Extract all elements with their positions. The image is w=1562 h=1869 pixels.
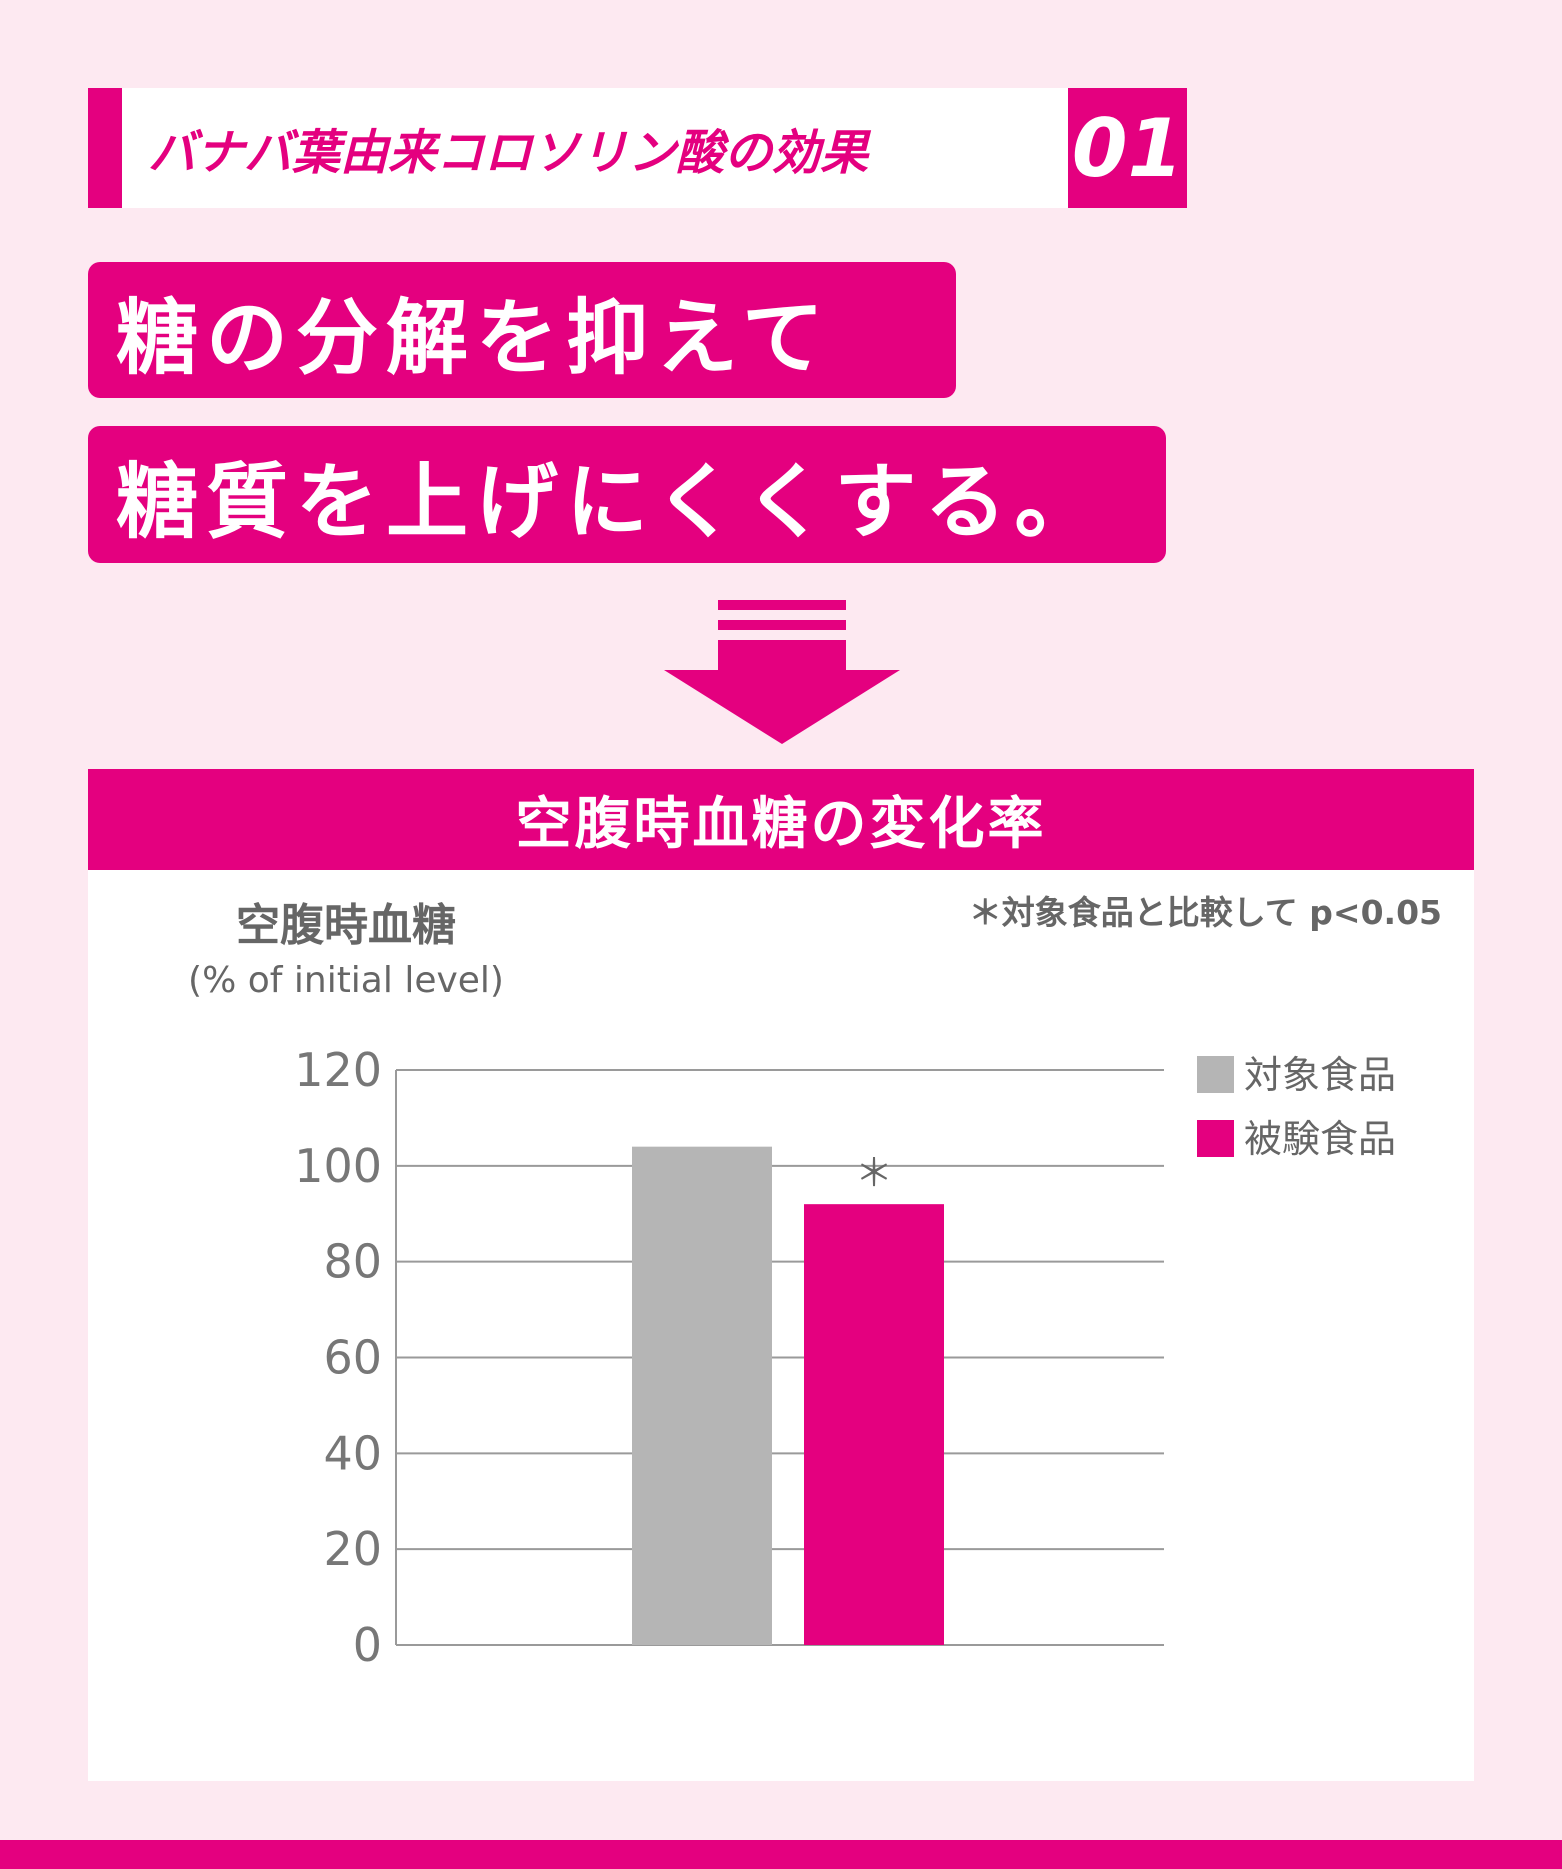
tag-label: バナバ葉由来コロソリン酸の効果 (148, 125, 869, 181)
y-axis-sublabel: (% of initial level) (188, 960, 504, 1001)
y-tick-label: 40 (323, 1426, 382, 1480)
y-axis-label: 空腹時血糖 (236, 900, 456, 951)
legend-swatch (1197, 1120, 1234, 1157)
significance-marker: ＊ (855, 1151, 893, 1195)
tag-box: バナバ葉由来コロソリン酸の効果 (122, 88, 1068, 208)
headline-line-1: 糖の分解を抑えて (88, 262, 956, 398)
tag-number: 01 (1068, 88, 1187, 208)
headline-line-2: 糖質を上げにくくする。 (88, 426, 1166, 563)
chart-title: 空腹時血糖の変化率 (88, 769, 1474, 870)
bar (804, 1204, 944, 1645)
legend-label: 対象食品 (1244, 1053, 1396, 1097)
y-tick-label: 120 (294, 1043, 382, 1097)
down-arrow-icon (664, 600, 900, 744)
tag-accent-bar (88, 88, 122, 208)
legend-swatch (1197, 1056, 1234, 1093)
chart-panel: 空腹時血糖の変化率 ＊対象食品と比較して p<0.05 空腹時血糖 (% of … (88, 769, 1474, 1781)
y-tick-label: 20 (323, 1522, 382, 1576)
y-tick-label: 60 (323, 1331, 382, 1385)
legend-label: 被験食品 (1244, 1117, 1396, 1161)
bottom-accent-bar (0, 1840, 1562, 1869)
y-tick-label: 0 (353, 1618, 382, 1672)
bar (632, 1146, 772, 1645)
y-tick-label: 80 (323, 1235, 382, 1289)
bar-chart: ＊対象食品と比較して p<0.05 空腹時血糖 (% of initial le… (188, 893, 1442, 1672)
chart-note: ＊対象食品と比較して p<0.05 (969, 893, 1442, 932)
y-tick-label: 100 (294, 1139, 382, 1193)
